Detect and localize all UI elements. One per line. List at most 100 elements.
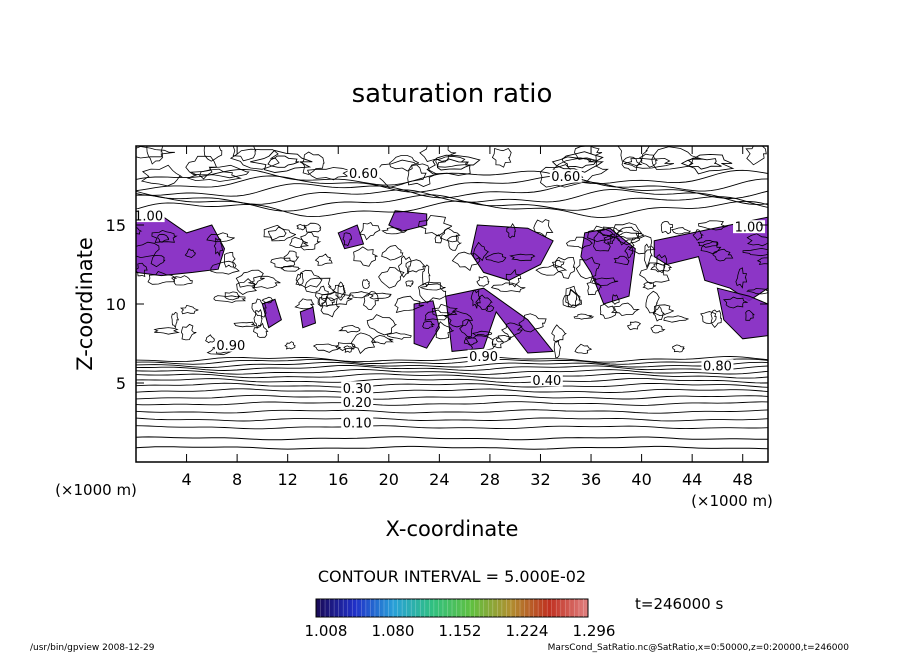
contour-line <box>136 200 768 218</box>
contour-label-bg <box>530 373 563 387</box>
contour-line <box>650 263 673 273</box>
colorbar-tick-label: 1.152 <box>439 622 482 640</box>
x-tick-label: 24 <box>429 470 449 489</box>
contour-label: 0.30 <box>343 382 372 397</box>
time-label: t=246000 s <box>635 595 723 613</box>
chart-title: saturation ratio <box>352 79 553 109</box>
contour-line <box>485 305 495 312</box>
contour-line <box>343 345 355 353</box>
contour-line <box>136 358 768 365</box>
contour-line <box>270 257 296 269</box>
supersaturated-region <box>261 298 282 329</box>
contour-line <box>136 356 768 363</box>
contour-line <box>509 253 536 262</box>
contour-line <box>338 325 361 333</box>
contour-line <box>671 227 692 235</box>
plot-area: 0.10 0.200.30 0.40 0.60 0.60 0.80 0.90 0.90 1.00… <box>106 145 769 489</box>
contour-line <box>136 189 768 205</box>
contour-line <box>247 275 281 289</box>
contour-line <box>562 288 582 308</box>
contour-line <box>505 268 522 288</box>
contour-line <box>471 330 493 338</box>
contour-label-bg <box>347 166 380 180</box>
contour-line <box>337 281 346 301</box>
contour-line <box>435 321 454 340</box>
contour-line <box>366 314 398 336</box>
footer-left: /usr/bin/gpview 2008-12-29 <box>30 643 155 653</box>
contour-line <box>150 254 166 268</box>
contour-line <box>476 276 490 287</box>
contour-line <box>213 295 246 303</box>
contour-line <box>611 302 640 317</box>
contour-line <box>418 281 447 304</box>
contour-line <box>136 409 768 414</box>
contour-line <box>723 296 748 309</box>
contour-line <box>136 382 768 388</box>
x-axis-label: X-coordinate <box>386 517 519 541</box>
contour-line <box>405 280 414 288</box>
z-axis-ticks: 5 10 15 <box>106 216 768 393</box>
contour-line <box>575 256 601 280</box>
contour-line <box>496 335 513 343</box>
contour-line <box>756 257 768 266</box>
contour-line <box>263 224 287 241</box>
contour-line <box>628 235 656 255</box>
contour-line <box>551 151 604 173</box>
contour-line <box>235 269 265 288</box>
x-tick-label: 8 <box>232 470 242 489</box>
contour-line <box>470 289 482 309</box>
contour-label: 0.10 <box>343 417 372 432</box>
contour-line <box>623 157 675 169</box>
contour-line <box>419 146 457 162</box>
contour-line <box>206 232 235 243</box>
contour-line <box>644 243 653 269</box>
contour-line <box>136 175 768 193</box>
contour-line <box>210 260 240 275</box>
contour-line <box>136 226 143 235</box>
contour-label-bg <box>467 349 500 363</box>
contour-line <box>686 157 722 170</box>
contour-label-bg <box>701 359 734 373</box>
contour-labels: 0.10 0.200.30 0.40 0.60 0.60 0.80 0.90 0.90 1.00… <box>136 166 766 432</box>
contour-line <box>284 341 296 350</box>
contour-line <box>301 151 325 175</box>
contour-line <box>618 231 645 239</box>
contour-line <box>698 220 728 231</box>
contour-line <box>136 388 768 394</box>
contour-line <box>394 295 425 313</box>
contour-line <box>307 167 351 181</box>
x-tick-label: 12 <box>278 470 298 489</box>
contour-line <box>426 154 481 176</box>
contour-line <box>358 221 381 241</box>
contour-line <box>615 226 641 246</box>
contour-line <box>136 241 160 259</box>
contour-line <box>232 146 257 162</box>
contour-line <box>203 146 223 162</box>
contour-line <box>136 373 768 379</box>
contour-line <box>386 332 412 340</box>
contour-line <box>621 156 643 171</box>
contour-line <box>136 369 768 375</box>
contour-line <box>224 291 241 301</box>
contour-label-bg <box>341 416 374 430</box>
x-tick-label: 4 <box>181 470 191 489</box>
contour-line <box>573 313 595 320</box>
contour-line <box>437 158 471 171</box>
contour-line <box>381 244 404 261</box>
contour-line <box>136 146 175 159</box>
contour-line <box>146 146 164 165</box>
contour-label: 0.90 <box>469 350 498 365</box>
contour-line <box>312 343 341 353</box>
contour-line <box>224 251 236 268</box>
contour-line <box>712 248 734 262</box>
contour-label: 1.00 <box>735 221 764 236</box>
contour-line <box>613 255 630 266</box>
contour-line <box>251 298 267 318</box>
contour-line <box>565 285 581 306</box>
contour-line <box>463 335 479 346</box>
contour-line <box>652 304 674 317</box>
contour-line <box>435 155 468 168</box>
contour-line <box>320 291 353 307</box>
contour-line <box>267 155 300 168</box>
